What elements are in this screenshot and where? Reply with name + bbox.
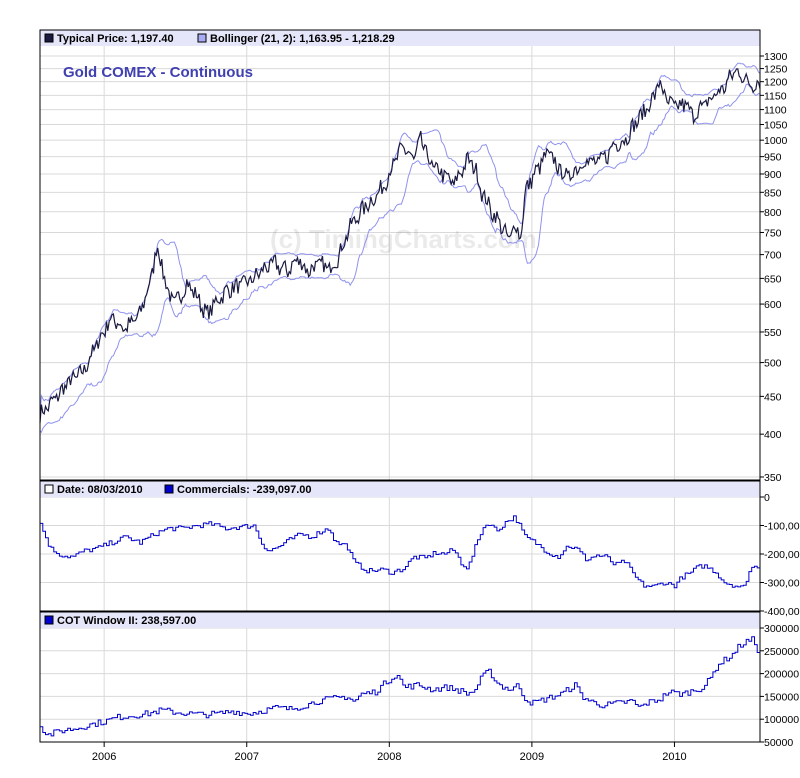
cot-y-axis: 50000 100000 150000 200000 250000 300000 bbox=[760, 623, 799, 749]
cot-series-group bbox=[40, 636, 761, 737]
commercials-line bbox=[40, 515, 761, 589]
x-tick-label: 2009 bbox=[520, 751, 544, 763]
price-y-tick-label: 950 bbox=[764, 152, 782, 164]
price-y-tick-label: 1300 bbox=[764, 51, 788, 63]
commercials-panel: Date: 08/03/2010 Commercials: -239,097.0… bbox=[39, 480, 800, 618]
cot-legend-bar bbox=[40, 612, 760, 628]
price-panel-frame bbox=[39, 29, 761, 481]
commercials-panel-frame bbox=[39, 480, 761, 612]
typical-price-legend-marker bbox=[44, 33, 54, 43]
typical-price-line bbox=[39, 68, 761, 423]
date-legend: Date: 08/03/2010 bbox=[57, 484, 143, 496]
price-y-tick-label: 450 bbox=[764, 391, 782, 403]
price-panel: Typical Price: 1,197.40 Bollinger (21, 2… bbox=[39, 29, 788, 484]
chart-title: Gold COMEX - Continuous bbox=[63, 64, 253, 81]
x-tick-label: 2010 bbox=[662, 751, 686, 763]
commercials-y-tick-label: 0 bbox=[764, 492, 770, 504]
cot-legend-marker bbox=[44, 615, 54, 625]
x-tick-label: 2007 bbox=[234, 751, 258, 763]
bollinger-legend: Bollinger (21, 2): 1,163.95 - 1,218.29 bbox=[210, 33, 395, 45]
price-y-tick-label: 1150 bbox=[764, 90, 787, 102]
bollinger-legend-marker bbox=[197, 33, 207, 43]
commercials-legend-marker bbox=[164, 484, 174, 494]
cot-legend: COT Window II: 238,597.00 bbox=[57, 615, 196, 627]
cot-y-tick-label: 50000 bbox=[764, 737, 793, 749]
price-y-tick-label: 650 bbox=[764, 273, 782, 285]
watermark: (c) TimingCharts.com bbox=[270, 224, 537, 254]
cot-y-tick-label: 300000 bbox=[764, 623, 799, 635]
commercials-legend: Commercials: -239,097.00 bbox=[177, 484, 312, 496]
commercials-y-tick-label: -100,000 bbox=[764, 521, 800, 533]
cot-window-line bbox=[40, 636, 761, 737]
price-y-tick-label: 900 bbox=[764, 169, 782, 181]
price-grid bbox=[40, 46, 760, 480]
typical-price-legend: Typical Price: 1,197.40 bbox=[57, 33, 174, 45]
commercials-series-group bbox=[40, 515, 761, 589]
price-y-tick-label: 400 bbox=[764, 429, 782, 441]
price-y-tick-label: 500 bbox=[764, 358, 782, 370]
bollinger-lower-line bbox=[39, 83, 761, 434]
cot-y-tick-label: 250000 bbox=[764, 646, 799, 658]
commercials-y-tick-label: -300,000 bbox=[764, 578, 800, 590]
price-y-tick-label: 550 bbox=[764, 327, 782, 339]
price-y-tick-label: 1050 bbox=[764, 120, 788, 132]
date-legend-marker bbox=[44, 484, 54, 494]
price-y-tick-label: 800 bbox=[764, 207, 782, 219]
cot-y-tick-label: 200000 bbox=[764, 669, 799, 681]
price-legend-bar bbox=[40, 30, 760, 46]
x-tick-label: 2006 bbox=[92, 751, 116, 763]
price-series-group bbox=[39, 62, 761, 434]
price-y-tick-label: 600 bbox=[764, 299, 782, 311]
commercials-y-tick-label: -200,000 bbox=[764, 549, 800, 561]
cot-panel-frame bbox=[39, 611, 761, 743]
commercials-y-tick-label: -400,000 bbox=[764, 606, 800, 618]
price-y-axis: 350 400 450 500 550 600 650 700 750 800 850 900 950 1… bbox=[760, 51, 788, 484]
price-y-tick-label: 850 bbox=[764, 187, 782, 199]
price-y-tick-label: 700 bbox=[764, 250, 782, 262]
cot-y-tick-label: 100000 bbox=[764, 714, 799, 726]
x-axis: 2006 2007 2008 2009 2010 bbox=[92, 742, 687, 763]
price-y-tick-label: 750 bbox=[764, 227, 782, 239]
x-tick-label: 2008 bbox=[377, 751, 401, 763]
cot-panel: COT Window II: 238,597.00 50000 100000 150… bbox=[39, 611, 799, 749]
price-y-tick-label: 1200 bbox=[764, 77, 788, 89]
price-y-tick-label: 1100 bbox=[764, 105, 787, 117]
commercials-y-axis: 0 -100,000 -200,000 -300,000 -400,000 bbox=[760, 492, 800, 618]
price-y-tick-label: 1000 bbox=[764, 135, 788, 147]
cot-y-tick-label: 150000 bbox=[764, 691, 799, 703]
price-y-tick-label: 350 bbox=[764, 472, 782, 484]
commercials-legend-bar bbox=[40, 481, 760, 497]
price-y-tick-label: 1250 bbox=[764, 64, 788, 76]
